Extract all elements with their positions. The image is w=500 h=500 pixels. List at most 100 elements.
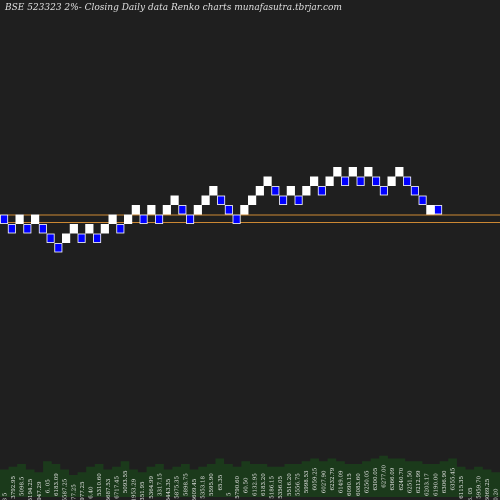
volume-label: 6355.45 (451, 467, 457, 490)
renko-brick-up (387, 176, 396, 186)
volume-label: 6183.09 (54, 473, 60, 496)
volume-label: 6083.60 (356, 473, 362, 496)
renko-brick-up (162, 205, 171, 215)
renko-brick-down (434, 205, 443, 215)
renko-brick-up (85, 224, 94, 234)
renko-brick-down (294, 195, 303, 205)
volume-label: 5353.18 (201, 476, 207, 499)
renko-brick-up (310, 176, 319, 186)
renko-brick-down (139, 214, 148, 224)
volume-label: 6277.00 (382, 465, 388, 488)
renko-brick-up (240, 205, 249, 215)
volume-label: 8 5 (2, 492, 8, 500)
volume-labels: 8 5 3792.95 5098.5 5194.25 1947.29 6. 05 6183.… (2, 465, 499, 500)
renko-brick-down (403, 176, 412, 186)
renko-brick-down (224, 205, 233, 215)
renko-brick-up (147, 205, 156, 215)
volume-label: 6232.79 (330, 467, 336, 490)
renko-brick-down (217, 195, 226, 205)
volume-label: 6250.05 (364, 470, 370, 493)
volume-label: 5364.99 (149, 476, 155, 499)
volume-label: 60.50 (244, 477, 250, 493)
renko-brick-up (426, 205, 435, 215)
renko-brick-down (279, 195, 288, 205)
renko-brick-up (69, 224, 78, 234)
renko-brick-down (23, 224, 32, 234)
renko-brick-down (77, 233, 86, 243)
volume-label: 5186.15 (270, 476, 276, 499)
volume-label: 5875.35 (175, 476, 181, 499)
renko-brick-up (31, 214, 40, 224)
renko-brick-up (395, 167, 404, 177)
renko-brick-up (170, 195, 179, 205)
renko-brick-down (317, 186, 326, 196)
volume-label: 5595.90 (209, 473, 215, 496)
volume-label: 65.35 (218, 474, 224, 490)
volume-label: 6132.95 (252, 473, 258, 496)
renko-brick-down (93, 233, 102, 243)
volume-area (0, 455, 500, 497)
volume-label: 5687.53 (106, 478, 112, 500)
reference-lines (0, 214, 500, 224)
renko-brick-down (155, 214, 164, 224)
volume-label: 5959.70 (476, 476, 482, 499)
volume-label: 6. 05 (468, 487, 474, 500)
volume-label: 6.40 (89, 486, 95, 499)
volume-label: 3792.95 (11, 476, 17, 499)
renko-brick-down (178, 205, 187, 215)
volume-label: 1977.25 (80, 481, 86, 500)
renko-brick-down (379, 186, 388, 196)
renko-brick-down (54, 243, 63, 253)
volume-label: 5898.75 (183, 473, 189, 496)
renko-brick-down (232, 214, 241, 224)
renko-brick-up (263, 176, 272, 186)
renko-brick-up (364, 167, 373, 177)
volume-label: 3317.15 (158, 473, 164, 496)
renko-brick-up (201, 195, 210, 205)
volume-label: 6. 05 (45, 479, 51, 493)
volume-label: 6203.17 (425, 473, 431, 496)
chart-title: BSE 523323 2%- Closing Daily data Renko … (5, 3, 342, 13)
renko-brick-up (325, 176, 334, 186)
renko-brick-up (100, 224, 109, 234)
volume-label: 1947.29 (37, 481, 43, 500)
volume-label: 6149.09 (339, 470, 345, 493)
volume-label: 5356.05 (278, 476, 284, 499)
renko-brick-down (38, 224, 47, 234)
renko-brick-up (302, 186, 311, 196)
volume-label: 5351.95 (140, 481, 146, 500)
renko-brick-up (209, 186, 218, 196)
renko-brick-up (348, 167, 357, 177)
volume-label: 5556.75 (295, 473, 301, 496)
renko-brick-down (418, 195, 427, 205)
renko-brick-up (193, 205, 202, 215)
volume-label: 6059.25 (313, 467, 319, 490)
volume-label: 5790.60 (235, 476, 241, 499)
volume-label: 5098.5 (20, 476, 26, 496)
renko-brick-down (356, 176, 365, 186)
volume-label: 6069.25 (485, 478, 491, 500)
volume-label: 6300.05 (373, 467, 379, 490)
renko-brick-down (46, 233, 55, 243)
renko-brick-up (62, 233, 71, 243)
renko-brick-up (15, 214, 24, 224)
volume-label: 6306.90 (442, 470, 448, 493)
volume-label: 5609.45 (192, 478, 198, 500)
renko-brick-up (286, 186, 295, 196)
volume-label: 6027.90 (321, 470, 327, 493)
renko-brick-up (131, 205, 140, 215)
volume-label: 1953.29 (132, 478, 138, 500)
renko-bricks (0, 167, 443, 253)
renko-brick-down (0, 214, 9, 224)
renko-brick-down (372, 176, 381, 186)
renko-brick-down (7, 224, 16, 234)
volume-label: 5998.53 (304, 470, 310, 493)
renko-brick-up (255, 186, 264, 196)
renko-brick-down (116, 224, 125, 234)
renko-brick-up (124, 214, 133, 224)
renko-brick-up (333, 167, 342, 177)
volume-label: 5587.25 (63, 478, 69, 500)
volume-label: 5310.60 (97, 473, 103, 496)
